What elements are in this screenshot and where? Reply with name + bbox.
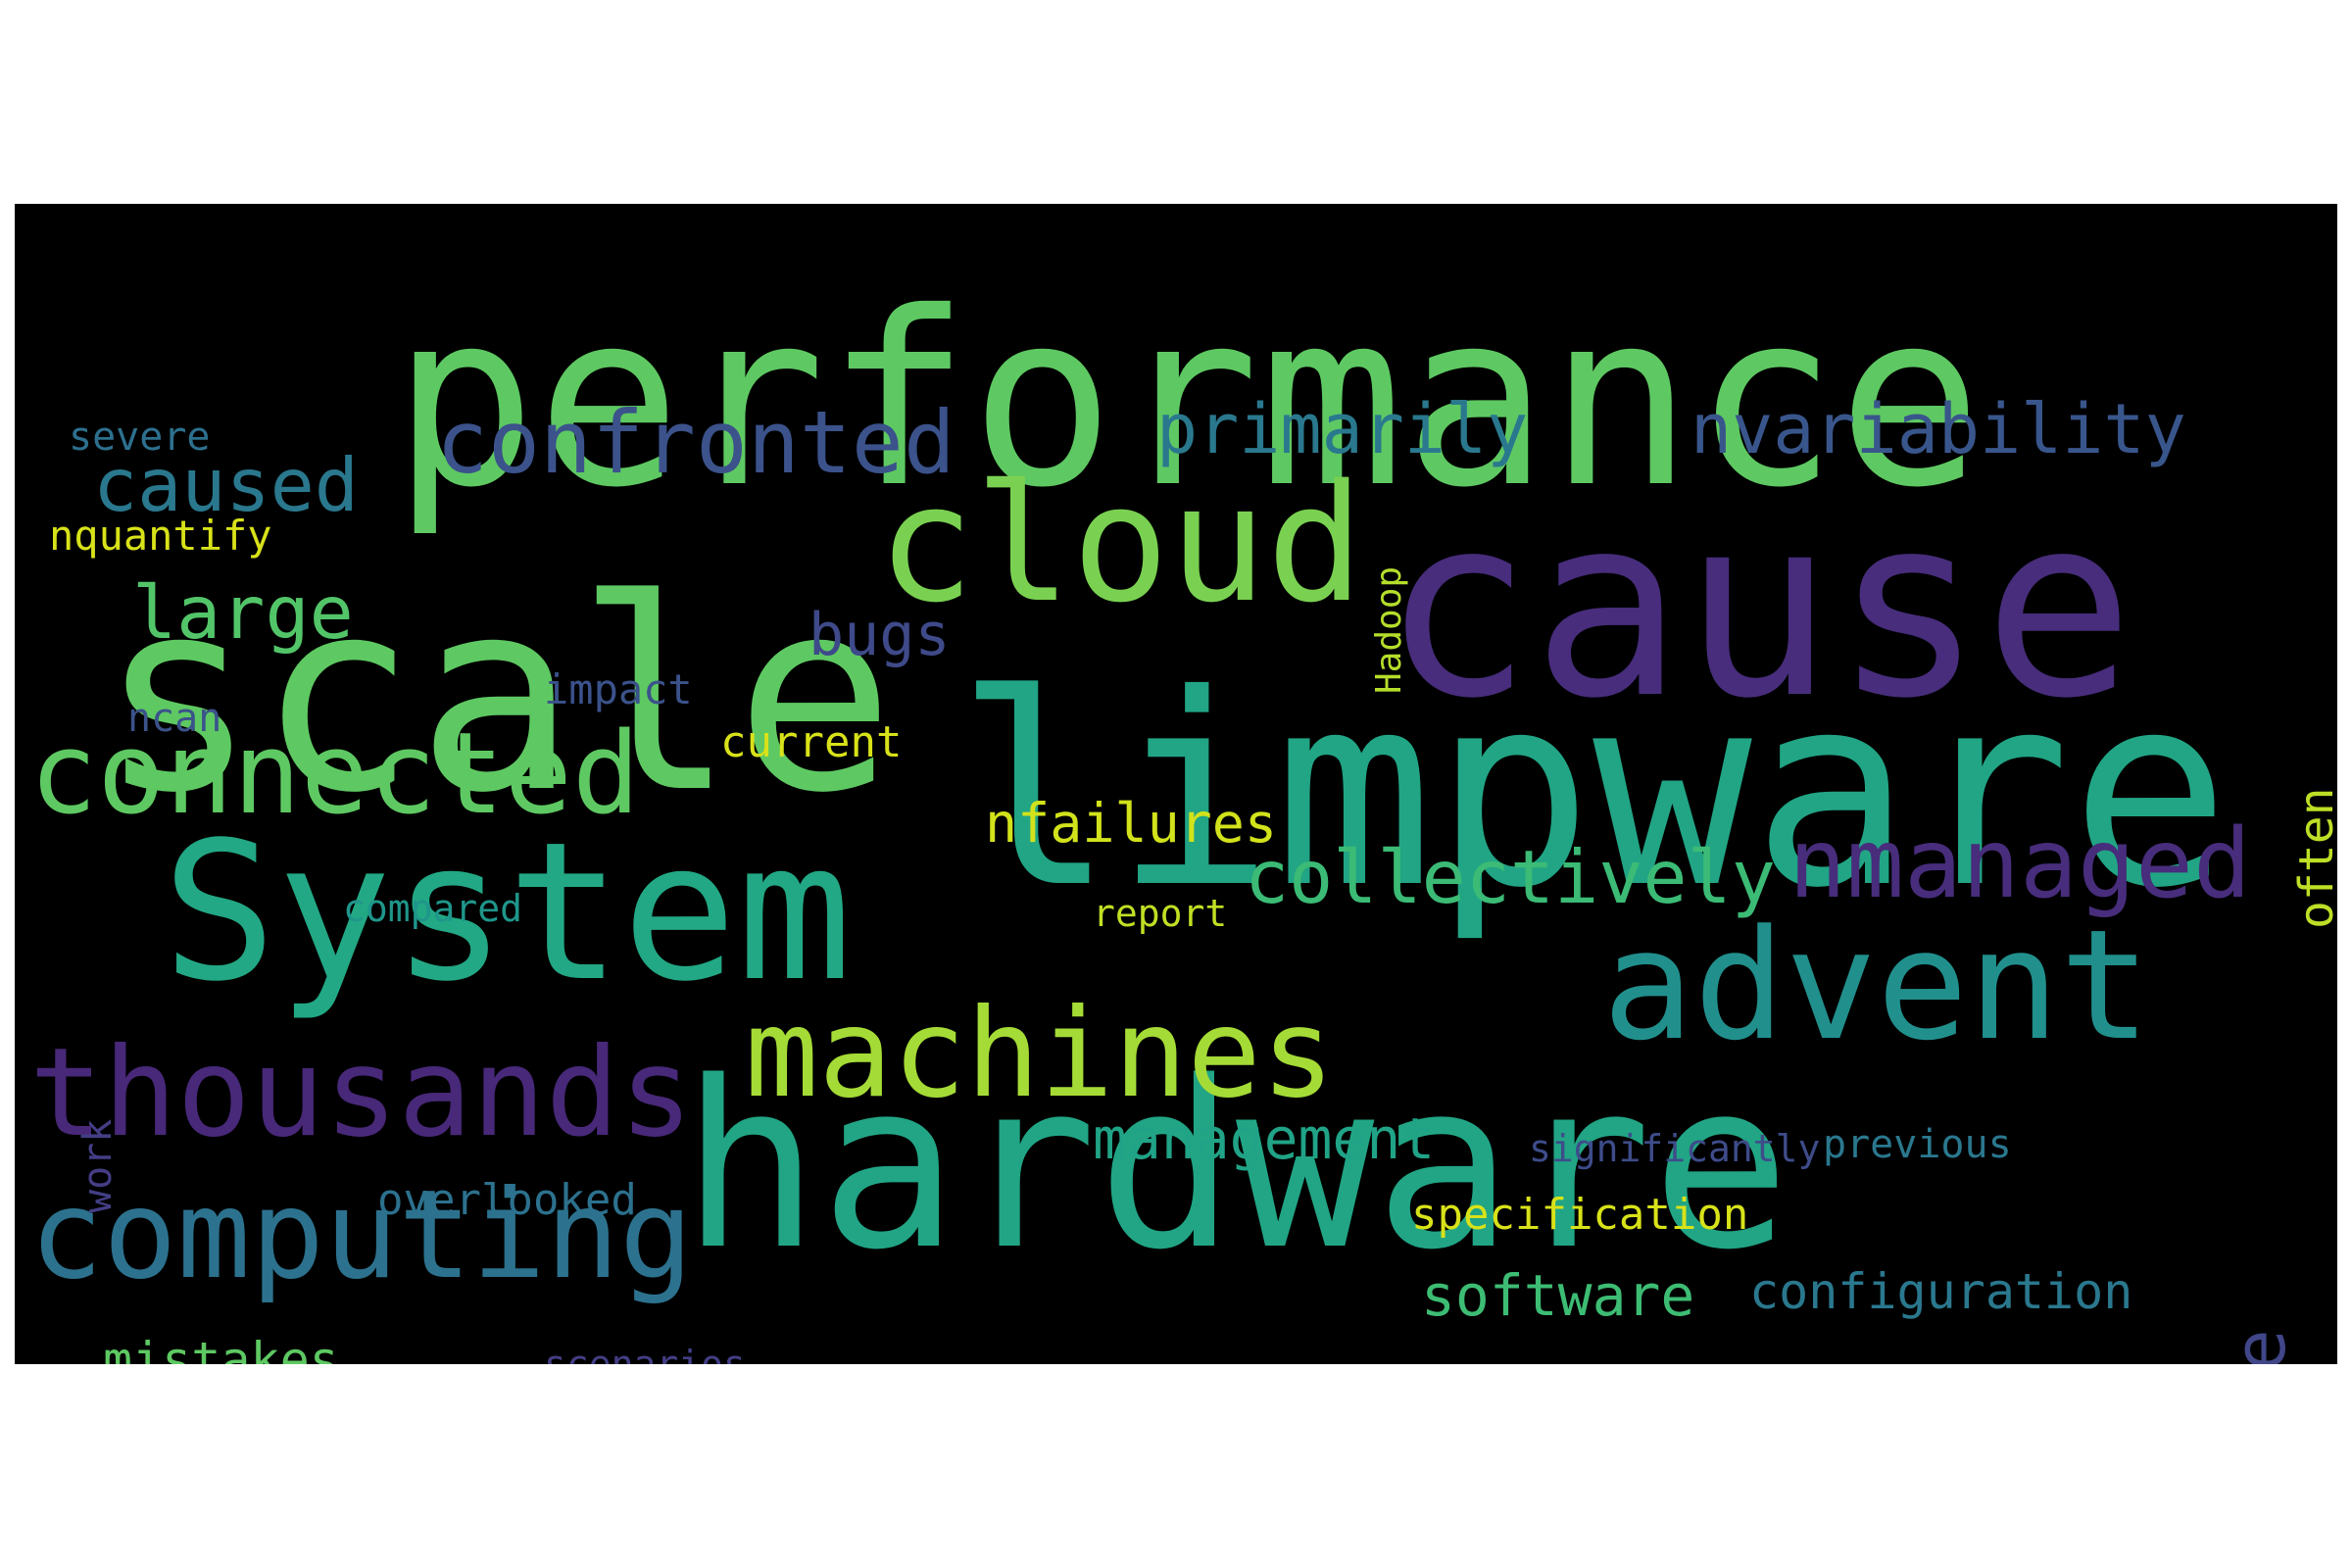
word-system: System	[162, 801, 853, 1023]
word-compared: ncan	[127, 696, 222, 741]
word-software: software	[1421, 1262, 1695, 1329]
word-bugs: bugs	[808, 601, 951, 669]
word-nhighlighted: often	[2289, 787, 2337, 930]
word-showed: specification	[1411, 1190, 1749, 1240]
word-nvariability: nvariability	[1690, 389, 2186, 469]
word-challenge: whose	[2219, 1329, 2301, 1364]
word-configuration: configuration	[1749, 1263, 2133, 1320]
word-performance: performance	[392, 261, 1983, 540]
word-large: large	[132, 569, 354, 656]
word-whose: current	[720, 717, 903, 767]
word-nmanaged: nmanaged	[1788, 808, 2252, 920]
word-collectively: collectively	[1245, 834, 1776, 920]
word-often: compared	[343, 887, 523, 930]
word-cloud: cloud	[877, 450, 1364, 638]
word-distributed: previous	[1823, 1122, 2012, 1167]
word-previous: mistakes	[103, 1332, 339, 1364]
word-cause: cause	[1382, 463, 2134, 754]
word-scenarios: significantly	[1529, 1127, 1821, 1170]
word-caused: caused	[93, 442, 359, 528]
word-limpware: limpware	[956, 637, 2230, 946]
word-nfailures: nfailures	[985, 792, 1278, 855]
word-cloud: performance cause scale limpware hardwar…	[15, 204, 2337, 1364]
word-report: impact	[544, 665, 693, 713]
word-happen: scenarios	[544, 1343, 746, 1364]
word-connected: connected	[29, 709, 641, 840]
word-confronted: confronted	[436, 392, 956, 493]
word-work: work	[75, 1118, 121, 1213]
word-computing: computing	[29, 1164, 694, 1306]
word-file: report	[1093, 892, 1228, 935]
word-hardware: hardware	[681, 1033, 1790, 1300]
word-advent: advent	[1602, 897, 2151, 1074]
word-current: nquantify	[49, 512, 272, 560]
word-specification: overlooked	[377, 1175, 637, 1225]
word-scale: scale	[98, 542, 895, 851]
word-thousands: thousands	[29, 1022, 694, 1164]
word-hadoop: Hadoop	[1369, 565, 1409, 694]
word-primarily: primarily	[1156, 389, 1529, 469]
word-impact: severe	[69, 415, 211, 460]
word-machines: machines	[745, 983, 1336, 1125]
word-management: management	[1093, 1105, 1436, 1172]
